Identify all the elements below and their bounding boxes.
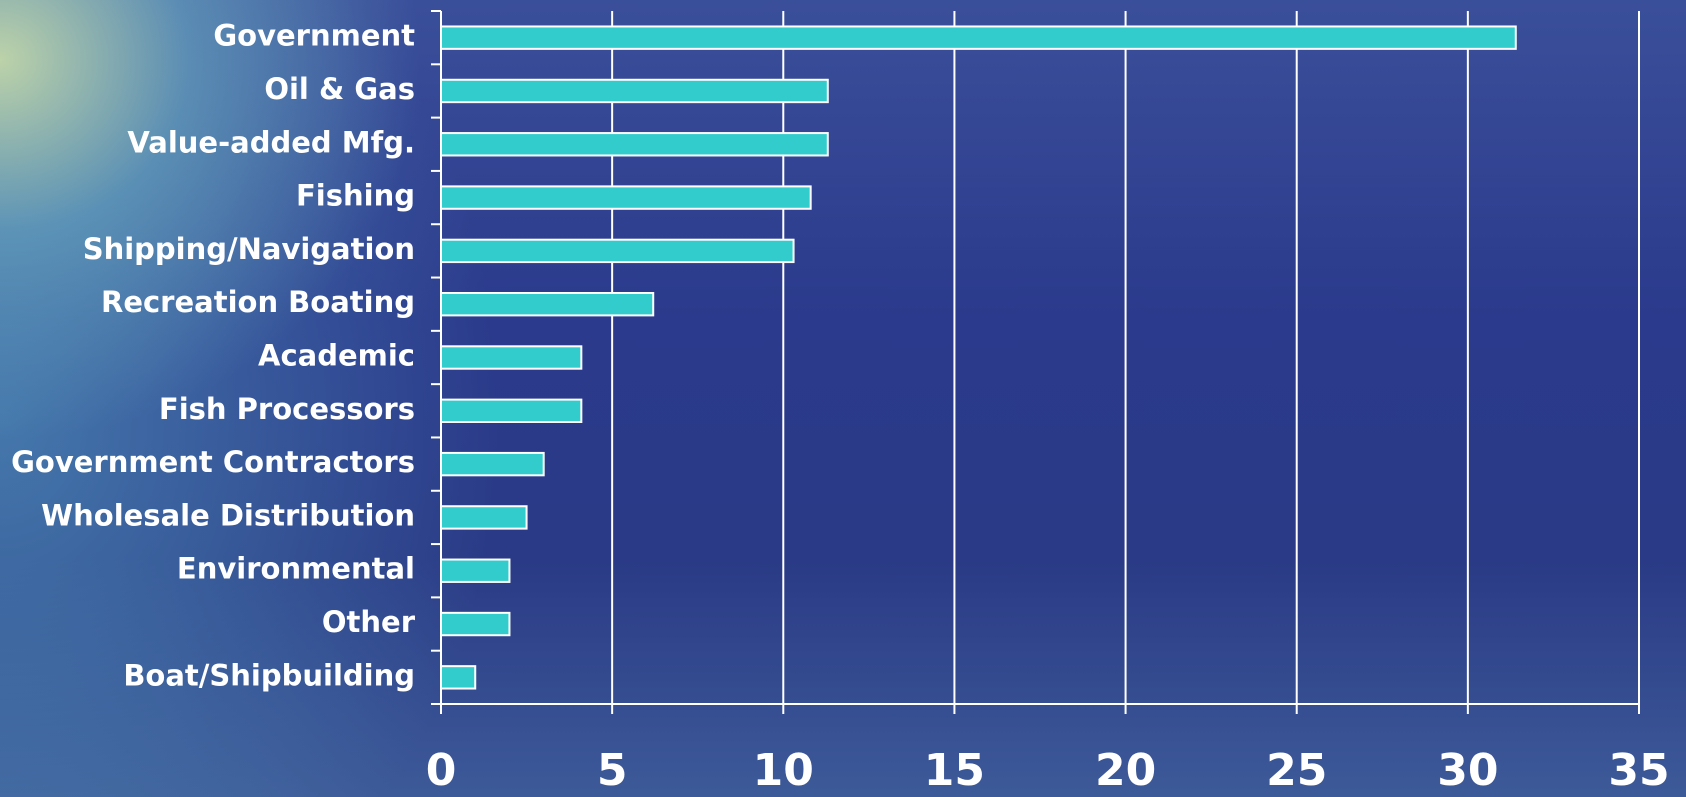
y-tick-label: Government Contractors: [11, 445, 415, 479]
bar: [440, 665, 477, 690]
y-tick-label: Fishing: [296, 179, 415, 213]
bar: [440, 558, 511, 583]
bar: [440, 291, 655, 317]
bar: [440, 611, 511, 637]
y-tick-label: Fish Processors: [159, 392, 415, 426]
x-tick-label: 25: [1266, 745, 1327, 796]
y-tick-label: Academic: [258, 339, 415, 373]
y-tick-label: Value-added Mfg.: [127, 125, 415, 159]
y-tick-label: Environmental: [177, 552, 415, 586]
y-tick-label: Other: [322, 605, 416, 639]
bar: [440, 345, 583, 370]
x-tick-label: 20: [1095, 745, 1156, 796]
bar: [440, 78, 829, 104]
x-tick-label: 15: [924, 745, 985, 796]
x-tick-label: 10: [753, 745, 814, 796]
bar: [440, 451, 545, 477]
bar: [440, 185, 812, 210]
y-tick-label: Government: [213, 19, 415, 53]
x-tick-label: 30: [1437, 745, 1498, 796]
x-tick-label: 0: [426, 745, 457, 796]
y-tick-label: Boat/Shipbuilding: [123, 658, 415, 692]
x-tick-label: 5: [597, 745, 628, 796]
bar: [440, 25, 1517, 50]
bar: [440, 398, 583, 424]
x-tick-label: 35: [1608, 745, 1669, 796]
y-tick-label: Shipping/Navigation: [83, 232, 415, 266]
bar: [440, 238, 795, 264]
y-tick-label: Recreation Boating: [101, 285, 415, 319]
y-tick-label: Wholesale Distribution: [41, 498, 415, 532]
bar: [440, 505, 528, 530]
y-tick-label: Oil & Gas: [264, 72, 415, 106]
bar: [440, 132, 829, 157]
